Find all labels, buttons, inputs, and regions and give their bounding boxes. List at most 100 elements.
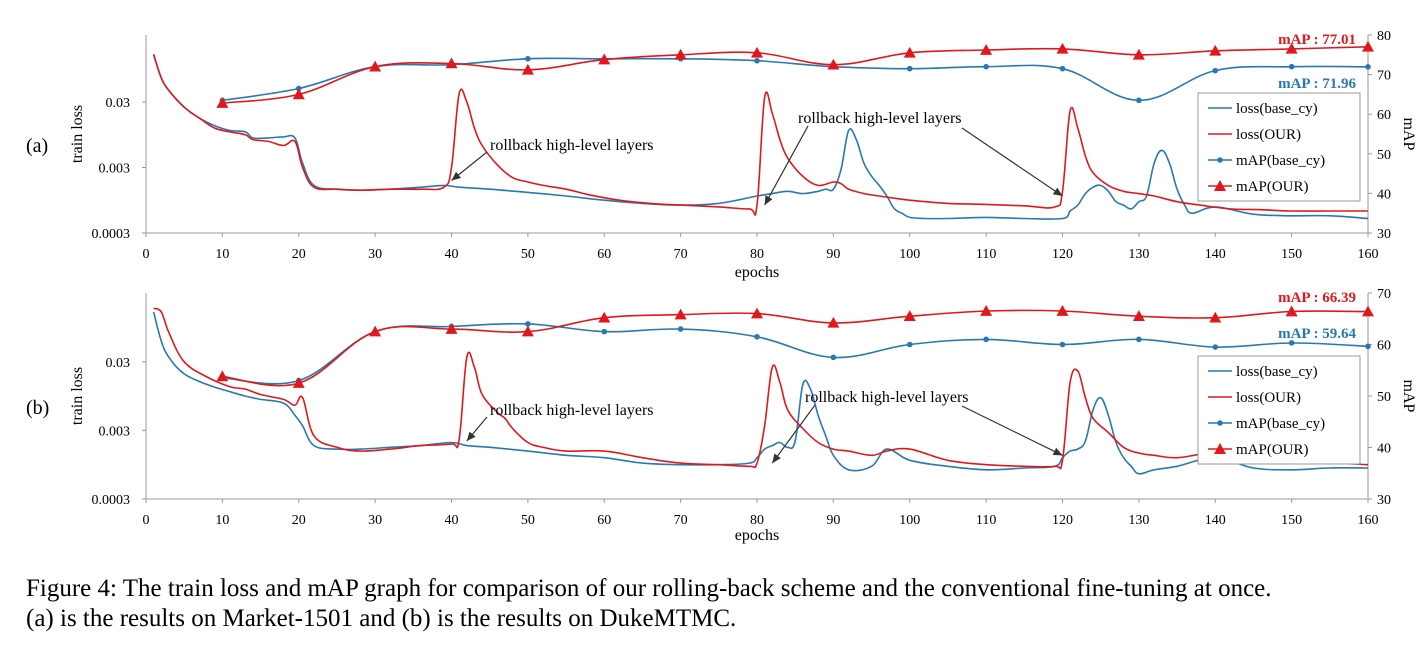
data-point-base-map: [906, 65, 913, 72]
series-line-base-map: [222, 57, 1369, 102]
x-tick-label: 30: [368, 247, 382, 262]
series-line-base-loss: [152, 311, 1369, 475]
series-line-ours-loss: [153, 307, 1369, 470]
data-point-ours-map: [521, 63, 534, 75]
series-line-ours-loss: [152, 54, 1368, 216]
data-point-ours-map: [521, 325, 534, 337]
annotation-arrow-head: [1052, 187, 1063, 197]
data-point-ours-map: [1056, 42, 1069, 54]
data-point-ours-map: [369, 60, 382, 72]
y-right-tick-label: 70: [1377, 69, 1391, 84]
y-right-tick-label: 30: [1377, 493, 1391, 508]
x-tick-label: 100: [899, 247, 920, 262]
x-tick-label: 120: [1052, 247, 1073, 262]
chart-panel-b: 0 10 20 30 40 50 60 70 80 90 100 110 120 130 140 150 160…: [26, 287, 1417, 544]
x-tick-label: 80: [750, 513, 764, 528]
data-point-ours-map: [827, 58, 840, 70]
data-point-ours-map: [903, 46, 916, 58]
data-point-ours-map: [598, 311, 611, 323]
data-point-ours-map: [674, 48, 687, 60]
x-tick-label: 160: [1358, 513, 1379, 528]
data-point-ours-map: [1285, 305, 1298, 317]
end-value-label-base: mAP : 59.64: [1278, 326, 1356, 342]
data-point-base-map: [525, 55, 531, 62]
legend-entry-label: mAP(OUR): [1236, 442, 1309, 458]
series-line-base-loss: [152, 54, 1369, 220]
y-left-axis-label: train loss: [69, 367, 86, 425]
y-left-tick-label: 0.0003: [92, 227, 131, 242]
x-tick-label: 90: [826, 513, 840, 528]
x-tick-label: 130: [1128, 247, 1149, 262]
data-point-ours-map: [1285, 42, 1298, 54]
annotation-arrow-head: [451, 171, 462, 181]
x-tick-label: 20: [292, 513, 306, 528]
y-left-tick-label: 0.003: [99, 161, 131, 176]
annotation-arrow-line: [764, 125, 809, 206]
y-left-tick-label: 0.03: [106, 96, 131, 111]
series-line-ours-map: [222, 309, 1369, 387]
legend-entry-label: loss(base_cy): [1236, 364, 1318, 380]
x-tick-label: 50: [521, 247, 535, 262]
data-point-base-map: [1288, 63, 1295, 70]
caption-line-1: Figure 4: The train loss and mAP graph f…: [26, 575, 1272, 602]
data-point-ours-map: [751, 307, 763, 319]
data-point-base-map: [1059, 65, 1066, 72]
data-point-ours-map: [674, 308, 687, 320]
annotation-label: rollback high-level layers: [805, 389, 969, 406]
data-point-ours-map: [1362, 40, 1374, 52]
end-value-label-ours: mAP : 77.01: [1278, 32, 1356, 48]
x-axis-label: epochs: [735, 527, 779, 544]
x-tick-label: 30: [368, 513, 382, 528]
y-right-tick-label: 70: [1377, 287, 1391, 302]
legend-box: [1197, 92, 1361, 202]
panel-label: (b): [26, 397, 49, 419]
x-tick-label: 0: [143, 247, 150, 262]
y-right-tick-label: 50: [1377, 390, 1391, 405]
x-tick-label: 100: [899, 513, 920, 528]
y-right-axis-label: mAP: [1400, 380, 1417, 413]
annotation-arrow-line: [961, 127, 1063, 197]
chart-panel-a: 0 10 20 30 40 50 60 70 80 90 100 110 120 130 140 150 160…: [26, 29, 1417, 281]
y-right-tick-label: 50: [1377, 148, 1391, 163]
data-point-base-map: [1136, 97, 1142, 104]
data-point-base-map: [1212, 67, 1219, 74]
x-tick-label: 70: [674, 513, 688, 528]
x-tick-label: 90: [826, 247, 840, 262]
caption-line-2: (a) is the results on Market-1501 and (b…: [26, 605, 737, 632]
annotation-label: rollback high-level layers: [490, 402, 654, 419]
end-value-label-ours: mAP : 66.39: [1278, 290, 1356, 306]
annotation-arrow-head: [772, 453, 781, 464]
data-point-base-map: [754, 57, 760, 64]
legend-swatch-marker: [1217, 157, 1223, 163]
legend: loss(base_cy) loss(OUR) mAP(base_cy) mAP(OU…: [1197, 92, 1361, 202]
legend-swatch-marker: [1214, 180, 1226, 191]
data-point-base-map: [830, 354, 837, 361]
x-tick-label: 160: [1358, 247, 1379, 262]
annotation-label: rollback high-level layers: [490, 137, 654, 154]
annotation-arrow-head: [764, 195, 773, 206]
figure-caption: Figure 4: The train loss and mAP graph f…: [26, 574, 1411, 634]
x-tick-label: 110: [976, 513, 996, 528]
data-point-ours-map: [216, 97, 229, 108]
x-tick-label: 0: [143, 513, 150, 528]
legend-swatch-marker: [1214, 443, 1226, 454]
x-tick-label: 10: [215, 513, 229, 528]
legend-entry-label: loss(OUR): [1236, 127, 1301, 143]
data-point-base-map: [677, 326, 684, 332]
data-point-ours-map: [445, 323, 458, 334]
y-right-tick-label: 60: [1377, 339, 1391, 354]
x-tick-label: 120: [1052, 513, 1073, 528]
data-point-ours-map: [445, 57, 458, 69]
x-tick-label: 70: [674, 247, 688, 262]
data-point-ours-map: [1362, 305, 1374, 317]
data-point-base-map: [906, 341, 913, 348]
legend-box: [1197, 355, 1361, 465]
data-point-base-map: [1365, 64, 1371, 70]
y-left-tick-label: 0.0003: [92, 493, 131, 508]
annotation-arrow-head: [1052, 447, 1063, 456]
data-point-base-map: [1365, 343, 1371, 350]
x-tick-label: 10: [215, 247, 229, 262]
y-left-tick-label: 0.003: [99, 424, 131, 439]
annotation-arrow-line: [771, 404, 816, 464]
data-point-ours-map: [903, 310, 916, 321]
